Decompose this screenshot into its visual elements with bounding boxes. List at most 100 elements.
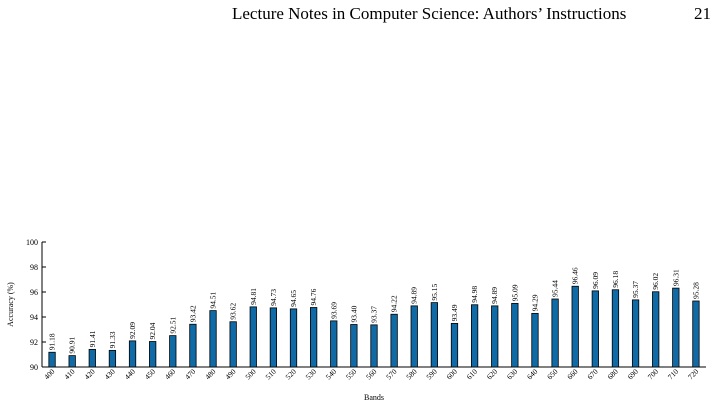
y-tick-label: 90 bbox=[30, 363, 38, 372]
bar bbox=[591, 290, 599, 368]
x-tick-label: 470 bbox=[183, 367, 197, 381]
data-label: 94.89 bbox=[410, 287, 419, 304]
bar bbox=[269, 307, 278, 368]
bar bbox=[551, 298, 559, 368]
x-axis-label: Bands bbox=[364, 393, 384, 402]
data-label: 94.65 bbox=[289, 290, 298, 307]
data-label: 94.76 bbox=[309, 288, 318, 305]
bar bbox=[430, 302, 438, 368]
x-tick-label: 590 bbox=[424, 367, 438, 381]
x-tick-label: 500 bbox=[243, 367, 257, 381]
x-tick-label: 550 bbox=[344, 367, 358, 381]
y-tick-label: 98 bbox=[30, 263, 38, 272]
page-number: 21 bbox=[694, 4, 711, 23]
x-tick-label: 690 bbox=[626, 367, 640, 381]
data-label: 95.15 bbox=[430, 284, 439, 301]
data-label: 95.09 bbox=[510, 284, 519, 301]
x-tick-labels: 400 410 420 430 440 450 460 470 480 490 500 510 520 5… bbox=[42, 367, 700, 381]
data-label: 93.49 bbox=[450, 304, 459, 321]
bar bbox=[370, 324, 378, 368]
x-tick-label: 700 bbox=[646, 367, 660, 381]
bar bbox=[229, 321, 237, 368]
data-label: 90.91 bbox=[68, 337, 77, 354]
data-label: 91.41 bbox=[88, 330, 97, 347]
bar bbox=[128, 340, 137, 368]
y-tick-label: 94 bbox=[30, 313, 38, 322]
x-tick-label: 530 bbox=[304, 367, 318, 381]
data-label: 93.40 bbox=[349, 305, 358, 322]
x-tick-label: 410 bbox=[62, 367, 76, 381]
x-tick-label: 720 bbox=[686, 367, 700, 381]
x-tick-label: 440 bbox=[123, 367, 137, 381]
value-labels: 91.18 90.91 91.41 91.33 92.09 92.04 92.51 93.42… bbox=[48, 267, 701, 354]
data-label: 96.46 bbox=[571, 267, 580, 284]
bar bbox=[68, 355, 76, 368]
bar bbox=[249, 306, 257, 368]
y-tick-label: 96 bbox=[30, 288, 38, 297]
data-label: 92.51 bbox=[168, 317, 177, 334]
bar bbox=[350, 324, 358, 368]
data-label: 94.29 bbox=[530, 294, 539, 311]
x-tick-label: 430 bbox=[103, 367, 117, 381]
x-tick-label: 420 bbox=[82, 367, 96, 381]
bar bbox=[289, 308, 298, 368]
bar bbox=[470, 304, 479, 368]
y-tick-label: 100 bbox=[26, 238, 38, 247]
x-tick-label: 680 bbox=[606, 367, 620, 381]
x-tick-label: 620 bbox=[485, 367, 499, 381]
y-axis: 90 92 94 96 98 100 bbox=[26, 238, 46, 372]
bar bbox=[189, 323, 197, 368]
bar bbox=[511, 302, 519, 368]
x-tick-label: 490 bbox=[223, 367, 237, 381]
x-tick-label: 580 bbox=[404, 367, 418, 381]
data-label: 94.81 bbox=[249, 288, 258, 305]
x-tick-label: 650 bbox=[545, 367, 559, 381]
data-label: 93.69 bbox=[329, 302, 338, 319]
data-label: 95.28 bbox=[691, 282, 700, 299]
data-label: 92.09 bbox=[128, 322, 137, 339]
x-tick-label: 560 bbox=[364, 367, 378, 381]
x-tick-label: 450 bbox=[143, 367, 157, 381]
x-tick-label: 610 bbox=[465, 367, 479, 381]
x-tick-label: 600 bbox=[445, 367, 459, 381]
running-head: Lecture Notes in Computer Science: Autho… bbox=[232, 4, 627, 23]
bar bbox=[692, 300, 700, 368]
x-tick-label: 660 bbox=[565, 367, 579, 381]
x-tick-label: 400 bbox=[42, 367, 56, 381]
data-label: 96.02 bbox=[651, 273, 660, 290]
bar bbox=[209, 310, 217, 368]
x-tick-label: 540 bbox=[324, 367, 338, 381]
x-tick-label: 670 bbox=[585, 367, 599, 381]
data-label: 93.42 bbox=[188, 305, 197, 322]
data-label: 94.51 bbox=[209, 292, 218, 309]
data-label: 96.18 bbox=[611, 271, 620, 288]
x-tick-label: 710 bbox=[666, 367, 680, 381]
bar bbox=[149, 341, 157, 368]
bar bbox=[631, 299, 640, 368]
bar bbox=[672, 287, 680, 368]
data-label: 95.37 bbox=[631, 281, 640, 298]
bar bbox=[48, 351, 56, 368]
bar bbox=[652, 291, 660, 368]
bar bbox=[390, 313, 398, 368]
bar bbox=[330, 320, 338, 368]
x-tick-label: 460 bbox=[163, 367, 177, 381]
data-label: 91.18 bbox=[48, 333, 57, 350]
bar bbox=[310, 307, 318, 368]
bar bbox=[169, 335, 177, 368]
x-tick-label: 520 bbox=[284, 367, 298, 381]
bar bbox=[410, 305, 418, 368]
data-label: 94.98 bbox=[470, 286, 479, 303]
x-tick-label: 570 bbox=[384, 367, 398, 381]
y-axis-label: Accuracy (%) bbox=[6, 282, 15, 327]
data-label: 94.73 bbox=[269, 289, 278, 306]
data-label: 95.44 bbox=[551, 280, 560, 297]
data-label: 94.89 bbox=[490, 287, 499, 304]
bar bbox=[611, 289, 620, 368]
x-tick-label: 480 bbox=[203, 367, 217, 381]
x-tick-label: 630 bbox=[505, 367, 519, 381]
x-tick-label: 640 bbox=[525, 367, 539, 381]
bars bbox=[48, 285, 700, 368]
data-label: 91.33 bbox=[108, 331, 117, 348]
